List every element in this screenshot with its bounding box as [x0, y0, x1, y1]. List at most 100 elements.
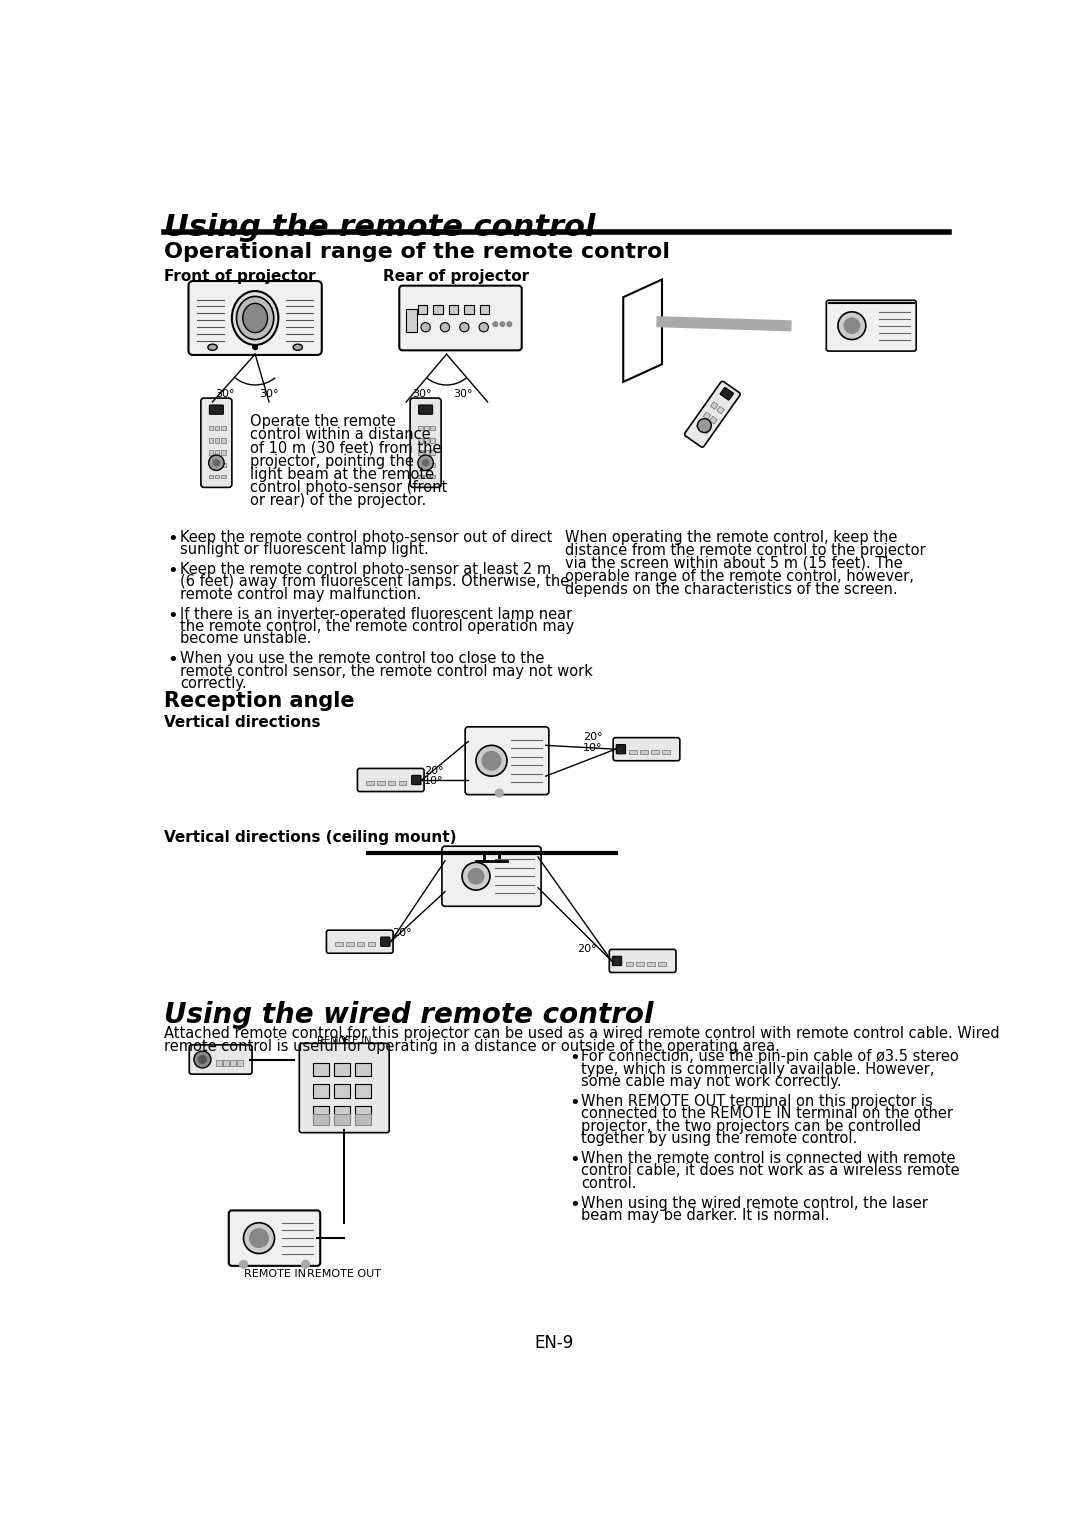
Bar	[418, 305, 428, 315]
Circle shape	[476, 745, 507, 776]
Ellipse shape	[237, 296, 273, 339]
Bar	[334, 1063, 350, 1077]
Bar	[215, 463, 219, 467]
FancyBboxPatch shape	[326, 930, 393, 953]
Bar	[221, 426, 226, 431]
Circle shape	[480, 322, 488, 331]
Text: projector, the two projectors can be controlled: projector, the two projectors can be con…	[581, 1119, 921, 1133]
Text: 20°: 20°	[577, 944, 596, 954]
Bar	[406, 308, 417, 331]
Text: control cable, it does not work as a wireless remote: control cable, it does not work as a wir…	[581, 1164, 960, 1179]
Text: •: •	[569, 1049, 580, 1067]
Text: (6 feet) away from fluorescent lamps. Otherwise, the: (6 feet) away from fluorescent lamps. Ot…	[180, 574, 569, 589]
FancyBboxPatch shape	[380, 938, 390, 947]
Text: control within a distance: control within a distance	[249, 428, 430, 443]
Circle shape	[500, 322, 504, 327]
Text: Using the remote control: Using the remote control	[164, 212, 596, 241]
Text: 20°: 20°	[392, 928, 411, 938]
Text: •: •	[167, 652, 178, 669]
Bar	[647, 962, 656, 965]
Bar	[230, 1060, 235, 1066]
Bar	[215, 426, 219, 431]
Bar	[215, 475, 219, 478]
Bar	[464, 305, 474, 315]
Bar	[355, 1084, 370, 1098]
FancyBboxPatch shape	[465, 727, 549, 794]
Text: REMOTE IN: REMOTE IN	[243, 1269, 306, 1280]
Text: Rear of projector: Rear of projector	[383, 269, 529, 284]
Bar	[215, 450, 219, 455]
Text: 30°: 30°	[259, 389, 279, 399]
Circle shape	[421, 322, 430, 331]
Bar	[313, 1063, 328, 1077]
Bar	[355, 1115, 370, 1125]
Bar	[208, 438, 213, 443]
Text: When operating the remote control, keep the: When operating the remote control, keep …	[565, 530, 897, 545]
Bar	[717, 406, 725, 414]
Ellipse shape	[232, 292, 279, 345]
Text: Attached remote control for this projector can be used as a wired remote control: Attached remote control for this project…	[164, 1026, 1000, 1040]
Bar	[630, 750, 637, 754]
FancyBboxPatch shape	[189, 1044, 252, 1073]
Bar	[658, 962, 666, 965]
FancyBboxPatch shape	[609, 950, 676, 973]
Text: •: •	[167, 606, 178, 625]
Bar	[711, 402, 718, 409]
FancyBboxPatch shape	[685, 382, 740, 447]
Text: some cable may not work correctly.: some cable may not work correctly.	[581, 1073, 842, 1089]
Bar	[640, 750, 648, 754]
FancyBboxPatch shape	[410, 399, 441, 487]
FancyBboxPatch shape	[400, 286, 522, 350]
Circle shape	[460, 322, 469, 331]
Text: EN-9: EN-9	[534, 1335, 573, 1353]
Bar	[430, 426, 435, 431]
Bar	[221, 450, 226, 455]
Bar	[424, 438, 429, 443]
Bar	[215, 438, 219, 443]
Ellipse shape	[293, 344, 302, 350]
Bar	[366, 780, 374, 785]
Circle shape	[469, 869, 484, 884]
Bar	[216, 1060, 221, 1066]
Text: Operational range of the remote control: Operational range of the remote control	[164, 241, 671, 261]
Text: projector, pointing the: projector, pointing the	[249, 454, 414, 469]
FancyBboxPatch shape	[299, 1043, 389, 1133]
Bar	[697, 421, 704, 429]
Bar	[238, 1060, 243, 1066]
Text: Reception angle: Reception angle	[164, 692, 355, 712]
Bar	[388, 780, 395, 785]
FancyBboxPatch shape	[442, 846, 541, 906]
Bar	[355, 1063, 370, 1077]
Text: •: •	[167, 530, 178, 548]
FancyBboxPatch shape	[201, 399, 232, 487]
Bar	[208, 426, 213, 431]
Circle shape	[482, 751, 501, 770]
Text: 30°: 30°	[453, 389, 472, 399]
Bar	[424, 426, 429, 431]
Bar	[346, 942, 353, 947]
Text: depends on the characteristics of the screen.: depends on the characteristics of the sc…	[565, 582, 897, 597]
Text: Operate the remote: Operate the remote	[249, 414, 395, 429]
Text: distance from the remote control to the projector: distance from the remote control to the …	[565, 542, 926, 557]
Bar	[224, 1060, 229, 1066]
Bar	[625, 962, 633, 965]
Text: For connection, use the pin-pin cable of ø3.5 stereo: For connection, use the pin-pin cable of…	[581, 1049, 959, 1064]
Bar	[710, 417, 717, 425]
Text: via the screen within about 5 m (15 feet). The: via the screen within about 5 m (15 feet…	[565, 556, 903, 571]
Bar	[424, 475, 429, 478]
FancyBboxPatch shape	[229, 1211, 321, 1266]
Text: If there is an inverter-operated fluorescent lamp near: If there is an inverter-operated fluores…	[180, 606, 572, 621]
Text: sunlight or fluorescent lamp light.: sunlight or fluorescent lamp light.	[180, 542, 429, 557]
Text: connected to the REMOTE IN terminal on the other: connected to the REMOTE IN terminal on t…	[581, 1107, 954, 1121]
Bar	[703, 412, 711, 420]
Bar	[430, 463, 435, 467]
Text: 20°: 20°	[583, 733, 603, 742]
FancyBboxPatch shape	[419, 405, 433, 414]
Circle shape	[208, 455, 225, 470]
Bar	[702, 426, 710, 434]
Bar	[399, 780, 406, 785]
FancyBboxPatch shape	[612, 956, 622, 965]
Circle shape	[199, 1055, 206, 1063]
Text: correctly.: correctly.	[180, 676, 246, 692]
Bar	[662, 750, 670, 754]
